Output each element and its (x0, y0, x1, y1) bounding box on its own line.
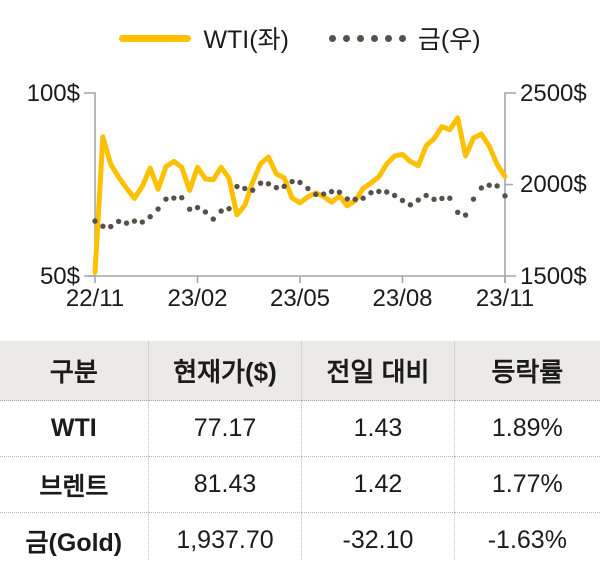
left-axis (84, 92, 96, 277)
table-row-brent: 브렌트 81.43 1.42 1.77% (0, 456, 600, 513)
gold-dot-series-point (470, 196, 477, 202)
gold-dot-series-point (399, 197, 406, 204)
gold-dot-series-point (431, 196, 437, 203)
gold-dot-series-point (289, 178, 295, 185)
brent-pct: 1.77% (453, 456, 600, 513)
y-right-label-2000: 2000$ (520, 171, 587, 198)
gold-dot-series-point (100, 223, 106, 229)
gold-dot-series-point (179, 194, 185, 201)
wti-label: WTI (0, 400, 149, 457)
gold-dot-series-point (368, 190, 374, 196)
gold-dot-series-point (186, 206, 193, 212)
gold-dot-series-point (265, 181, 272, 187)
wti-price: 77.17 (147, 400, 302, 457)
wti-pct: 1.89% (453, 400, 600, 457)
gold-dot-series-point (115, 218, 122, 225)
x-label-23-05: 23/05 (270, 285, 330, 312)
gold-dot-series-point (376, 188, 382, 195)
x-label-22-11: 22/11 (66, 285, 124, 312)
gold-dot-series-point (163, 196, 169, 202)
gold-dot-series-point (305, 185, 311, 192)
x-axis (88, 275, 506, 283)
gold-pct: -1.63% (453, 512, 600, 561)
gold-dot-series-point (447, 195, 453, 201)
wti-line-swatch-icon (119, 34, 192, 42)
gold-dot-series-point (494, 183, 500, 189)
gold-dot-series-point (502, 193, 508, 199)
chart-legend: WTI(좌) 금(우) (0, 22, 600, 54)
gold-label: 금(Gold) (0, 512, 149, 561)
gold-dot-series-point (336, 189, 343, 195)
gold-dot-series-point (234, 183, 240, 190)
legend-label-gold: 금(우) (417, 26, 481, 54)
gold-dot-series-point (297, 179, 303, 186)
gold-dot-series-point (210, 216, 216, 222)
gold-dot-series-point (108, 223, 114, 230)
gold-price: 1,937.70 (147, 512, 302, 561)
wti-line-series (92, 115, 508, 275)
y-left-label-50: 50$ (40, 263, 80, 290)
gold-dot-series-point (242, 185, 248, 192)
gold-dot-series-point (202, 209, 209, 215)
right-axis (504, 92, 516, 283)
gold-dot-series-point (139, 219, 146, 225)
gold-dot-series-point (478, 185, 485, 191)
gold-dot-series-point (415, 197, 421, 203)
gold-dot-series-point (313, 191, 319, 198)
gold-change: -32.10 (301, 512, 455, 561)
gold-dot-series-point (155, 206, 161, 212)
series-layer (92, 115, 508, 275)
header-category: 구분 (0, 341, 149, 401)
y-left-label-100: 100$ (27, 80, 80, 107)
legend-label-wti: WTI(좌) (203, 26, 289, 54)
gold-dot-series-point (218, 208, 224, 214)
gold-dot-series-point (344, 196, 351, 202)
gold-dot-series-point (423, 192, 429, 199)
x-label-23-02: 23/02 (167, 285, 227, 312)
gold-dot-series-point (352, 196, 358, 203)
table-row-wti: WTI 77.17 1.43 1.89% (0, 400, 600, 457)
gold-dot-series-point (249, 187, 256, 193)
quotes-table: 구분 현재가($) 전일 대비 등락률 WTI 77.17 1.43 1.89%… (0, 341, 600, 561)
gold-dot-series-point (328, 188, 335, 195)
gold-dot-series-point (226, 205, 232, 212)
gold-dot-series-point (407, 202, 414, 208)
gold-dot-series-point (384, 189, 390, 195)
gold-dot-series-point (131, 218, 138, 224)
gold-dot-series-point (391, 192, 398, 199)
header-change-rate: 등락률 (453, 341, 600, 401)
gold-dot-series-point (462, 212, 469, 218)
x-label-23-08: 23/08 (372, 285, 432, 312)
x-label-23-11: 23/11 (476, 285, 534, 312)
gold-dot-series-point (257, 180, 264, 186)
gold-dot-series-point (454, 209, 461, 216)
gold-dot-series-point (486, 182, 492, 188)
gold-dot-series-point (92, 218, 98, 224)
y-right-label-1500: 1500$ (520, 263, 587, 290)
gold-dot-series-point (273, 184, 280, 191)
gold-dot-series-point (194, 204, 201, 211)
brent-price: 81.43 (147, 456, 302, 513)
gold-dot-series-point (320, 191, 327, 197)
gold-dot-series-point (171, 195, 177, 201)
header-daily-change: 전일 대비 (301, 341, 455, 401)
brent-change: 1.42 (301, 456, 455, 513)
table-header-row: 구분 현재가($) 전일 대비 등락률 (0, 341, 600, 401)
gold-dot-series-point (147, 214, 153, 220)
table-row-gold: 금(Gold) 1,937.70 -32.10 -1.63% (0, 512, 600, 561)
dual-axis-chart: 100$ 50$ 2500$ 2000$ 1500$ 22/11 23/02 2… (27, 80, 587, 312)
y-right-label-2500: 2500$ (520, 80, 587, 107)
gold-dot-series-point (360, 195, 366, 201)
gold-dot-series-point (123, 220, 130, 226)
brent-label: 브렌트 (0, 456, 149, 513)
wti-change: 1.43 (301, 400, 455, 457)
gold-dot-series-point (439, 195, 445, 202)
header-current-price: 현재가($) (147, 341, 302, 401)
gold-dot-series-point (281, 183, 287, 190)
gold-dots-swatch-icon (328, 34, 406, 42)
